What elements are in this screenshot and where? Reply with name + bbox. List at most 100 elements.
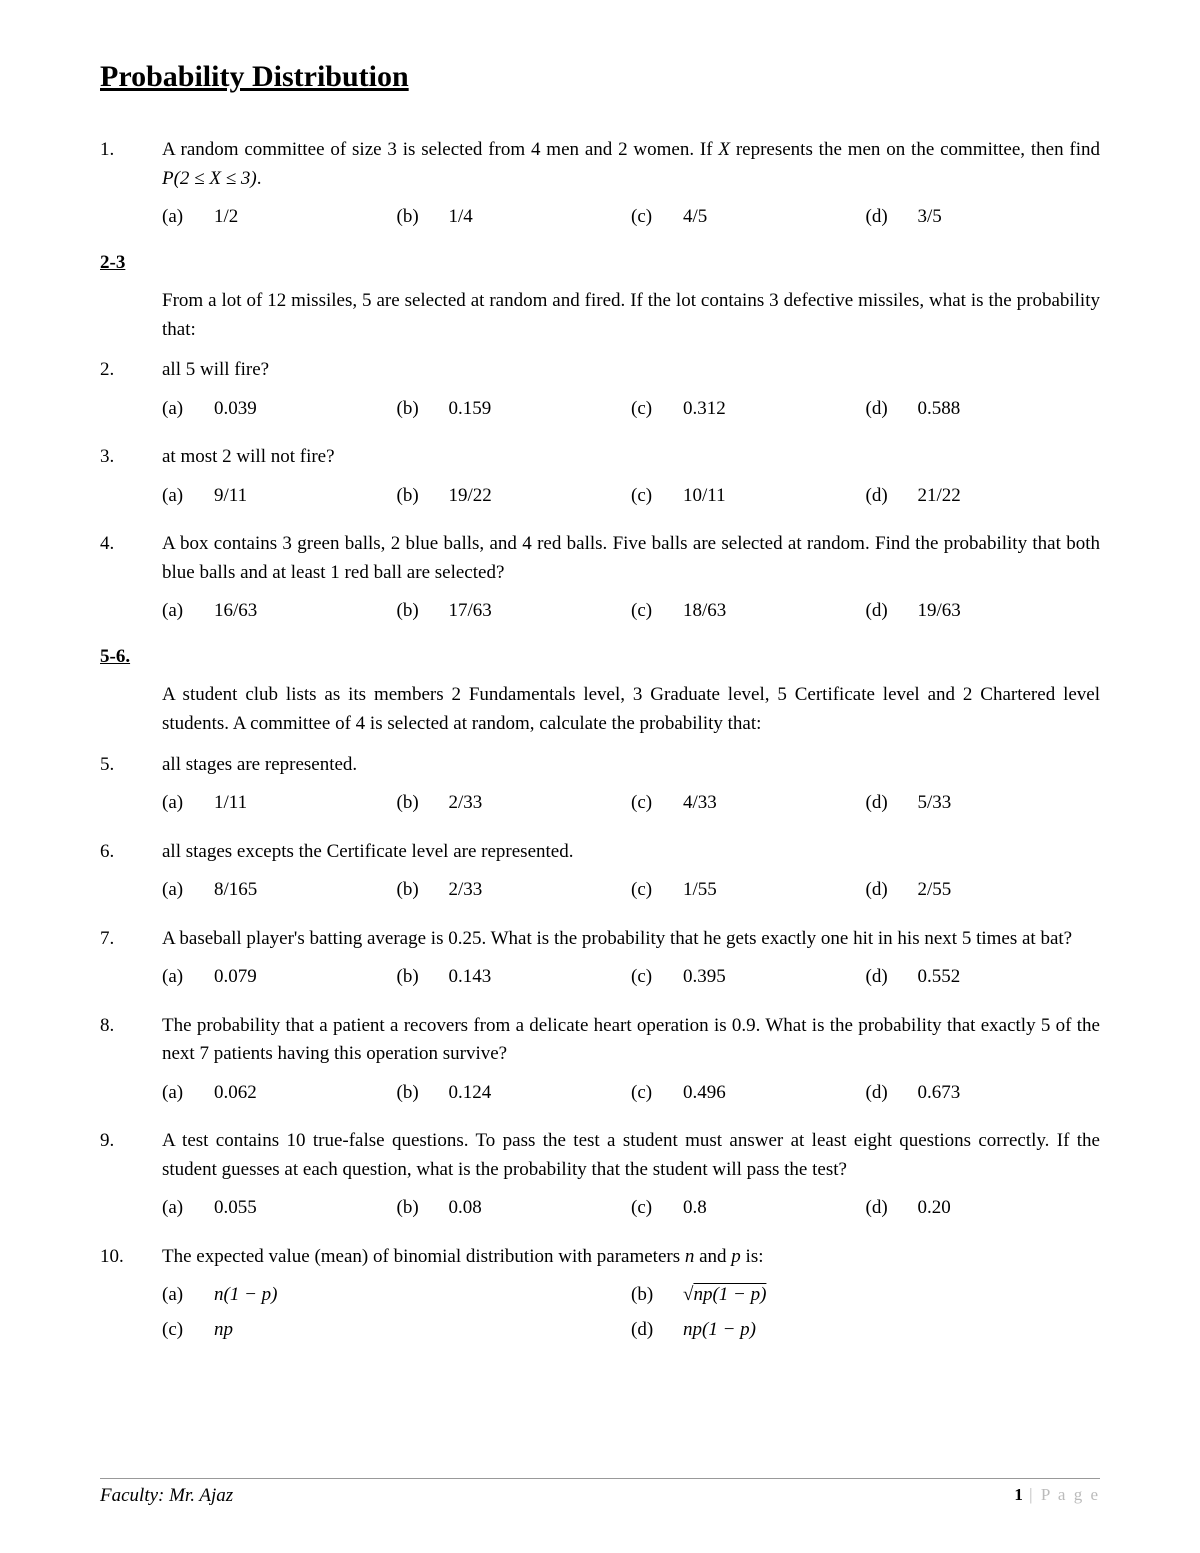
option-label: (a) xyxy=(162,1281,214,1310)
option-value: np(1 − p) xyxy=(683,1316,756,1345)
question-3: 3. at most 2 will not fire? (a)9/11 (b)1… xyxy=(100,443,1100,520)
option-label: (c) xyxy=(631,395,683,424)
option-c: (c)np xyxy=(162,1316,631,1345)
option-c: (c)1/55 xyxy=(631,876,866,905)
option-label: (b) xyxy=(397,203,449,232)
page-title: Probability Distribution xyxy=(100,60,1100,94)
option-value: 0.8 xyxy=(683,1194,707,1223)
question-number: 8. xyxy=(100,1012,162,1118)
option-value: 0.673 xyxy=(918,1079,961,1108)
option-value: 4/5 xyxy=(683,203,707,232)
option-label: (a) xyxy=(162,1079,214,1108)
option-b: (b)2/33 xyxy=(397,789,632,818)
question-content: all stages excepts the Certificate level… xyxy=(162,838,1100,915)
sqrt-arg: np(1 − p) xyxy=(693,1284,766,1305)
question-content: A test contains 10 true-false questions.… xyxy=(162,1127,1100,1233)
option-value: 0.124 xyxy=(449,1079,492,1108)
question-text: The probability that a patient a recover… xyxy=(162,1012,1100,1069)
option-value: 16/63 xyxy=(214,597,257,626)
option-label: (c) xyxy=(631,482,683,511)
option-d: (d)5/33 xyxy=(866,789,1101,818)
option-value: 19/22 xyxy=(449,482,492,511)
option-c: (c)0.395 xyxy=(631,963,866,992)
question-content: A box contains 3 green balls, 2 blue bal… xyxy=(162,530,1100,636)
option-label: (d) xyxy=(866,482,918,511)
option-label: (c) xyxy=(162,1316,214,1345)
options-row: (a)0.079 (b)0.143 (c)0.395 (d)0.552 xyxy=(162,963,1100,992)
option-label: (b) xyxy=(397,597,449,626)
page-number: 1 xyxy=(1014,1485,1023,1504)
options-row: (c)np (d)np(1 − p) xyxy=(162,1316,1100,1345)
option-d: (d)np(1 − p) xyxy=(631,1316,1100,1345)
option-label: (a) xyxy=(162,597,214,626)
option-d: (d)21/22 xyxy=(866,482,1101,511)
option-label: (a) xyxy=(162,963,214,992)
option-label: (a) xyxy=(162,203,214,232)
option-a: (a)0.055 xyxy=(162,1194,397,1223)
question-4: 4. A box contains 3 green balls, 2 blue … xyxy=(100,530,1100,636)
question-number: 5. xyxy=(100,751,162,828)
question-number: 3. xyxy=(100,443,162,520)
option-value: 1/2 xyxy=(214,203,238,232)
option-value: 0.395 xyxy=(683,963,726,992)
options-row: (a)0.039 (b)0.159 (c)0.312 (d)0.588 xyxy=(162,395,1100,424)
option-label: (d) xyxy=(866,789,918,818)
option-value: 19/63 xyxy=(918,597,961,626)
option-value: 4/33 xyxy=(683,789,717,818)
question-number: 6. xyxy=(100,838,162,915)
math-expr: P(2 ≤ X ≤ 3) xyxy=(162,168,257,189)
question-text: A box contains 3 green balls, 2 blue bal… xyxy=(162,530,1100,587)
option-value: 0.079 xyxy=(214,963,257,992)
option-label: (d) xyxy=(866,203,918,232)
document-page: Probability Distribution 1. A random com… xyxy=(0,0,1200,1553)
option-value: 5/33 xyxy=(918,789,952,818)
option-b: (b)1/4 xyxy=(397,203,632,232)
option-value: 3/5 xyxy=(918,203,942,232)
option-value: n(1 − p) xyxy=(214,1281,277,1310)
question-text: all stages are represented. xyxy=(162,751,1100,780)
question-content: all 5 will fire? (a)0.039 (b)0.159 (c)0.… xyxy=(162,356,1100,433)
option-value: 0.312 xyxy=(683,395,726,424)
question-content: A baseball player's batting average is 0… xyxy=(162,925,1100,1002)
option-a: (a)1/11 xyxy=(162,789,397,818)
question-6: 6. all stages excepts the Certificate le… xyxy=(100,838,1100,915)
option-label: (b) xyxy=(397,1194,449,1223)
option-label: (b) xyxy=(397,482,449,511)
option-value: 0.552 xyxy=(918,963,961,992)
question-9: 9. A test contains 10 true-false questio… xyxy=(100,1127,1100,1233)
text-part: represents the men on the committee, the… xyxy=(730,139,1100,160)
option-label: (d) xyxy=(866,963,918,992)
option-value: 9/11 xyxy=(214,482,247,511)
option-d: (d)2/55 xyxy=(866,876,1101,905)
question-5: 5. all stages are represented. (a)1/11 (… xyxy=(100,751,1100,828)
option-label: (d) xyxy=(866,395,918,424)
intro-2-3: From a lot of 12 missiles, 5 are selecte… xyxy=(162,286,1100,345)
footer-faculty: Faculty: Mr. Ajaz xyxy=(100,1485,233,1507)
section-5-6: 5-6. xyxy=(100,646,1100,668)
option-label: (d) xyxy=(866,876,918,905)
option-value: 1/4 xyxy=(449,203,473,232)
option-value: 0.08 xyxy=(449,1194,482,1223)
option-value: 1/11 xyxy=(214,789,247,818)
var-p: p xyxy=(731,1246,741,1267)
page-word: P a g e xyxy=(1041,1485,1100,1504)
option-label: (c) xyxy=(631,789,683,818)
option-a: (a)0.039 xyxy=(162,395,397,424)
option-value: 0.055 xyxy=(214,1194,257,1223)
option-b: (b)19/22 xyxy=(397,482,632,511)
question-number: 7. xyxy=(100,925,162,1002)
option-a: (a)1/2 xyxy=(162,203,397,232)
option-label: (c) xyxy=(631,1079,683,1108)
question-content: A random committee of size 3 is selected… xyxy=(162,136,1100,242)
text-part: . xyxy=(257,168,262,189)
option-a: (a)8/165 xyxy=(162,876,397,905)
option-value: 2/33 xyxy=(449,789,483,818)
page-sep: | xyxy=(1023,1485,1041,1504)
option-d: (d)0.588 xyxy=(866,395,1101,424)
question-number: 1. xyxy=(100,136,162,242)
option-d: (d)0.673 xyxy=(866,1079,1101,1108)
option-c: (c)10/11 xyxy=(631,482,866,511)
option-value: np xyxy=(214,1316,233,1345)
question-number: 9. xyxy=(100,1127,162,1233)
option-c: (c)0.8 xyxy=(631,1194,866,1223)
